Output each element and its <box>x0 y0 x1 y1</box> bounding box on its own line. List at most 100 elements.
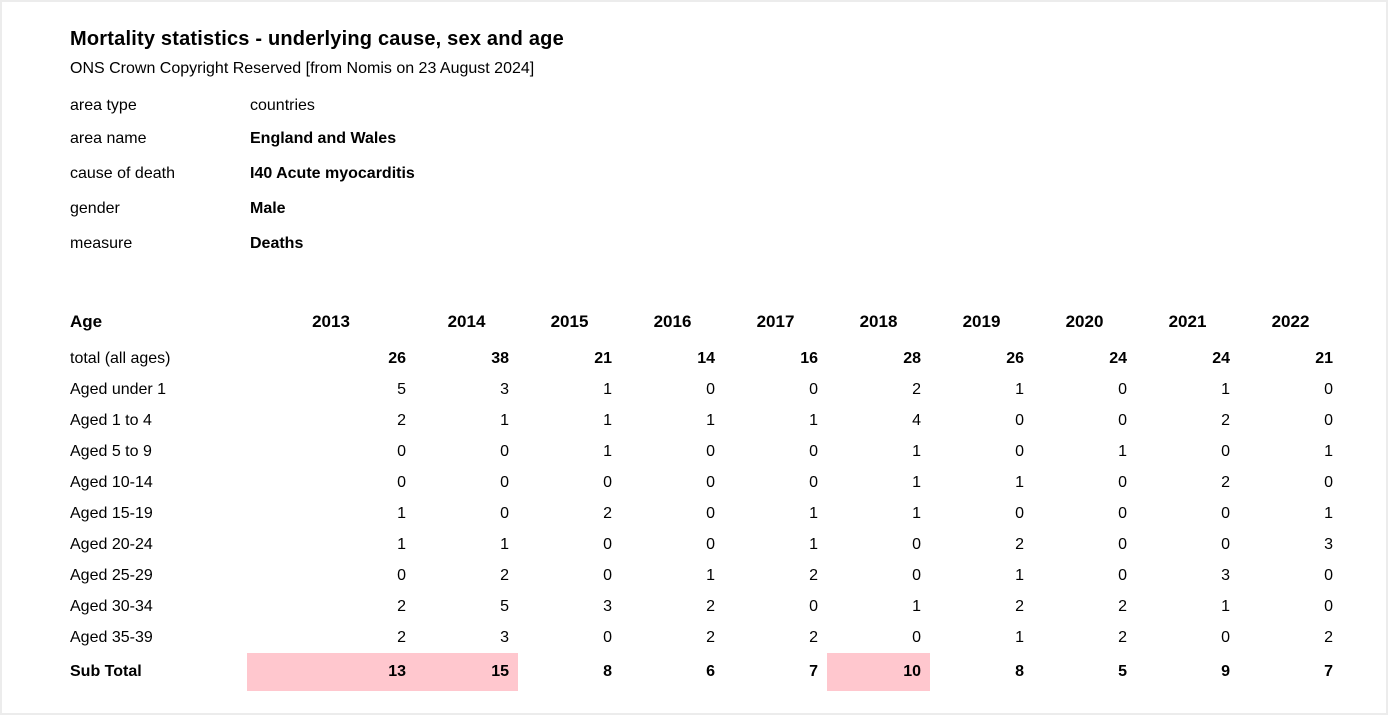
value-cell: 0 <box>603 566 612 584</box>
value-cell: 2 <box>912 380 921 398</box>
value-cell: 21 <box>1315 349 1333 367</box>
value-cell: 3 <box>1221 566 1230 584</box>
meta-label: area type <box>70 96 137 114</box>
value-cell: 3 <box>500 380 509 398</box>
value-cell: 2 <box>397 628 406 646</box>
subtotal-row: Sub Total 13 15 8 6 7 10 8 5 9 7 <box>70 653 1342 691</box>
year-header-cell: 2016 <box>653 312 692 331</box>
value-cell: 1 <box>1015 380 1024 398</box>
table-row: Aged 30-34 2 5 3 2 0 1 2 2 1 0 <box>70 591 1342 622</box>
value-cell: 1 <box>912 473 921 491</box>
value-cell: 1 <box>1118 442 1127 460</box>
value-cell: 2 <box>1015 597 1024 615</box>
row-label: Aged 35-39 <box>70 628 153 646</box>
value-cell: 0 <box>1118 535 1127 553</box>
subtotal-label: Sub Total <box>70 663 142 680</box>
row-label: Aged 30-34 <box>70 597 153 615</box>
value-cell: 2 <box>500 566 509 584</box>
value-cell: 0 <box>1324 473 1333 491</box>
value-cell: 0 <box>1015 411 1024 429</box>
table-row: Aged 1 to 4 2 1 1 1 1 4 0 0 2 0 <box>70 405 1342 436</box>
value-cell: 2 <box>706 597 715 615</box>
meta-row-area-name: area name England and Wales <box>70 121 1388 156</box>
value-cell: 0 <box>500 473 509 491</box>
value-cell: 3 <box>500 628 509 646</box>
value-cell: 2 <box>397 411 406 429</box>
table-row: Aged 20-24 1 1 0 0 1 0 2 0 0 3 <box>70 529 1342 560</box>
value-cell: 2 <box>809 628 818 646</box>
value-cell: 0 <box>500 442 509 460</box>
value-cell: 1 <box>1015 566 1024 584</box>
value-cell: 26 <box>388 349 406 367</box>
value-cell: 2 <box>1118 597 1127 615</box>
value-cell: 1 <box>397 504 406 522</box>
value-cell: 1 <box>912 442 921 460</box>
value-cell: 24 <box>1212 349 1230 367</box>
value-cell: 0 <box>1015 504 1024 522</box>
value-cell: 1 <box>912 504 921 522</box>
mortality-report: Mortality statistics - underlying cause,… <box>70 28 1388 691</box>
year-header-cell: 2018 <box>859 312 898 331</box>
value-cell: 0 <box>912 566 921 584</box>
meta-row-measure: measure Deaths <box>70 226 1388 261</box>
value-cell: 0 <box>1221 628 1230 646</box>
value-cell: 0 <box>809 380 818 398</box>
value-cell: 0 <box>706 442 715 460</box>
row-label: Aged 15-19 <box>70 504 153 522</box>
value-cell: 2 <box>1015 535 1024 553</box>
value-cell: 1 <box>809 504 818 522</box>
year-header-cell: 2013 <box>312 312 350 331</box>
value-cell: 1 <box>1221 597 1230 615</box>
value-cell: 2 <box>1324 628 1333 646</box>
value-cell: 0 <box>912 535 921 553</box>
value-cell: 0 <box>809 473 818 491</box>
table-header-row: Age 2013 2014 2015 2016 2017 2018 2019 2020 2021 2… <box>70 301 1342 343</box>
value-cell: 0 <box>1118 566 1127 584</box>
highlighted-subtotal-cell: 13 <box>247 653 415 691</box>
value-cell: 0 <box>1118 473 1127 491</box>
highlighted-subtotal-cell: 10 <box>827 653 930 691</box>
subtotal-value-cell: 8 <box>1015 663 1024 680</box>
value-cell: 0 <box>1118 411 1127 429</box>
value-cell: 0 <box>706 504 715 522</box>
value-cell: 21 <box>594 349 612 367</box>
value-cell: 0 <box>603 628 612 646</box>
meta-label: gender <box>70 199 120 217</box>
value-cell: 1 <box>706 566 715 584</box>
year-header-cell: 2020 <box>1065 312 1104 331</box>
value-cell: 26 <box>1006 349 1024 367</box>
value-cell: 1 <box>809 535 818 553</box>
highlighted-subtotal-cell: 15 <box>415 653 518 691</box>
row-label: Aged 20-24 <box>70 535 153 553</box>
row-label: Aged under 1 <box>70 380 167 398</box>
meta-row-gender: gender Male <box>70 191 1388 226</box>
value-cell: 38 <box>491 349 509 367</box>
value-cell: 0 <box>1221 442 1230 460</box>
metadata-block: area type countries area name England an… <box>70 90 1388 261</box>
value-cell: 5 <box>500 597 509 615</box>
value-cell: 0 <box>706 380 715 398</box>
value-cell: 0 <box>397 473 406 491</box>
table-row: Aged 15-19 1 0 2 0 1 1 0 0 0 1 <box>70 498 1342 529</box>
value-cell: 1 <box>603 411 612 429</box>
subtotal-value-cell: 5 <box>1118 663 1127 680</box>
value-cell: 2 <box>1221 473 1230 491</box>
value-cell: 0 <box>603 473 612 491</box>
value-cell: 0 <box>1118 380 1127 398</box>
meta-label: cause of death <box>70 164 175 182</box>
value-cell: 0 <box>1324 566 1333 584</box>
value-cell: 1 <box>500 535 509 553</box>
value-cell: 2 <box>706 628 715 646</box>
value-cell: 1 <box>1221 380 1230 398</box>
table-row: Aged 5 to 9 0 0 1 0 0 1 0 1 0 1 <box>70 436 1342 467</box>
table-row: Aged under 1 5 3 1 0 0 2 1 0 1 0 <box>70 374 1342 405</box>
value-cell: 0 <box>809 442 818 460</box>
value-cell: 1 <box>1015 473 1024 491</box>
meta-label: area name <box>70 129 147 147</box>
meta-value: Deaths <box>250 234 304 252</box>
value-cell: 1 <box>603 380 612 398</box>
value-cell: 0 <box>1324 380 1333 398</box>
value-cell: 0 <box>1221 535 1230 553</box>
year-header-cell: 2022 <box>1271 312 1310 331</box>
value-cell: 1 <box>1015 628 1024 646</box>
